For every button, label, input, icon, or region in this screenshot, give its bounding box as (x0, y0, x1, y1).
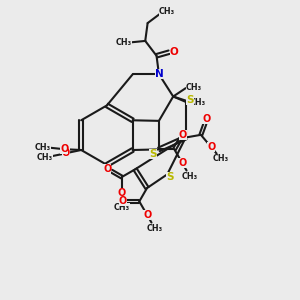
Text: O: O (207, 142, 215, 152)
Text: CH₃: CH₃ (37, 153, 53, 162)
Text: S: S (166, 172, 173, 182)
Text: CH₃: CH₃ (159, 7, 175, 16)
Text: S: S (186, 95, 194, 105)
Text: O: O (118, 188, 126, 198)
Text: CH₃: CH₃ (116, 38, 132, 47)
Text: O: O (178, 130, 187, 140)
Text: O: O (60, 144, 68, 154)
Text: O: O (143, 210, 152, 220)
Text: O: O (103, 164, 112, 174)
Text: O: O (118, 196, 127, 206)
Text: S: S (149, 148, 157, 159)
Text: CH₃: CH₃ (182, 172, 198, 181)
Text: O: O (170, 46, 179, 57)
Text: CH₃: CH₃ (114, 203, 130, 212)
Text: CH₃: CH₃ (186, 83, 202, 92)
Text: CH₃: CH₃ (213, 154, 229, 163)
Text: CH₃: CH₃ (190, 98, 206, 107)
Text: O: O (202, 114, 211, 124)
Text: O: O (178, 158, 187, 168)
Text: CH₃: CH₃ (147, 224, 163, 233)
Text: CH₃: CH₃ (35, 143, 51, 152)
Text: N: N (154, 69, 163, 79)
Text: O: O (61, 148, 70, 158)
